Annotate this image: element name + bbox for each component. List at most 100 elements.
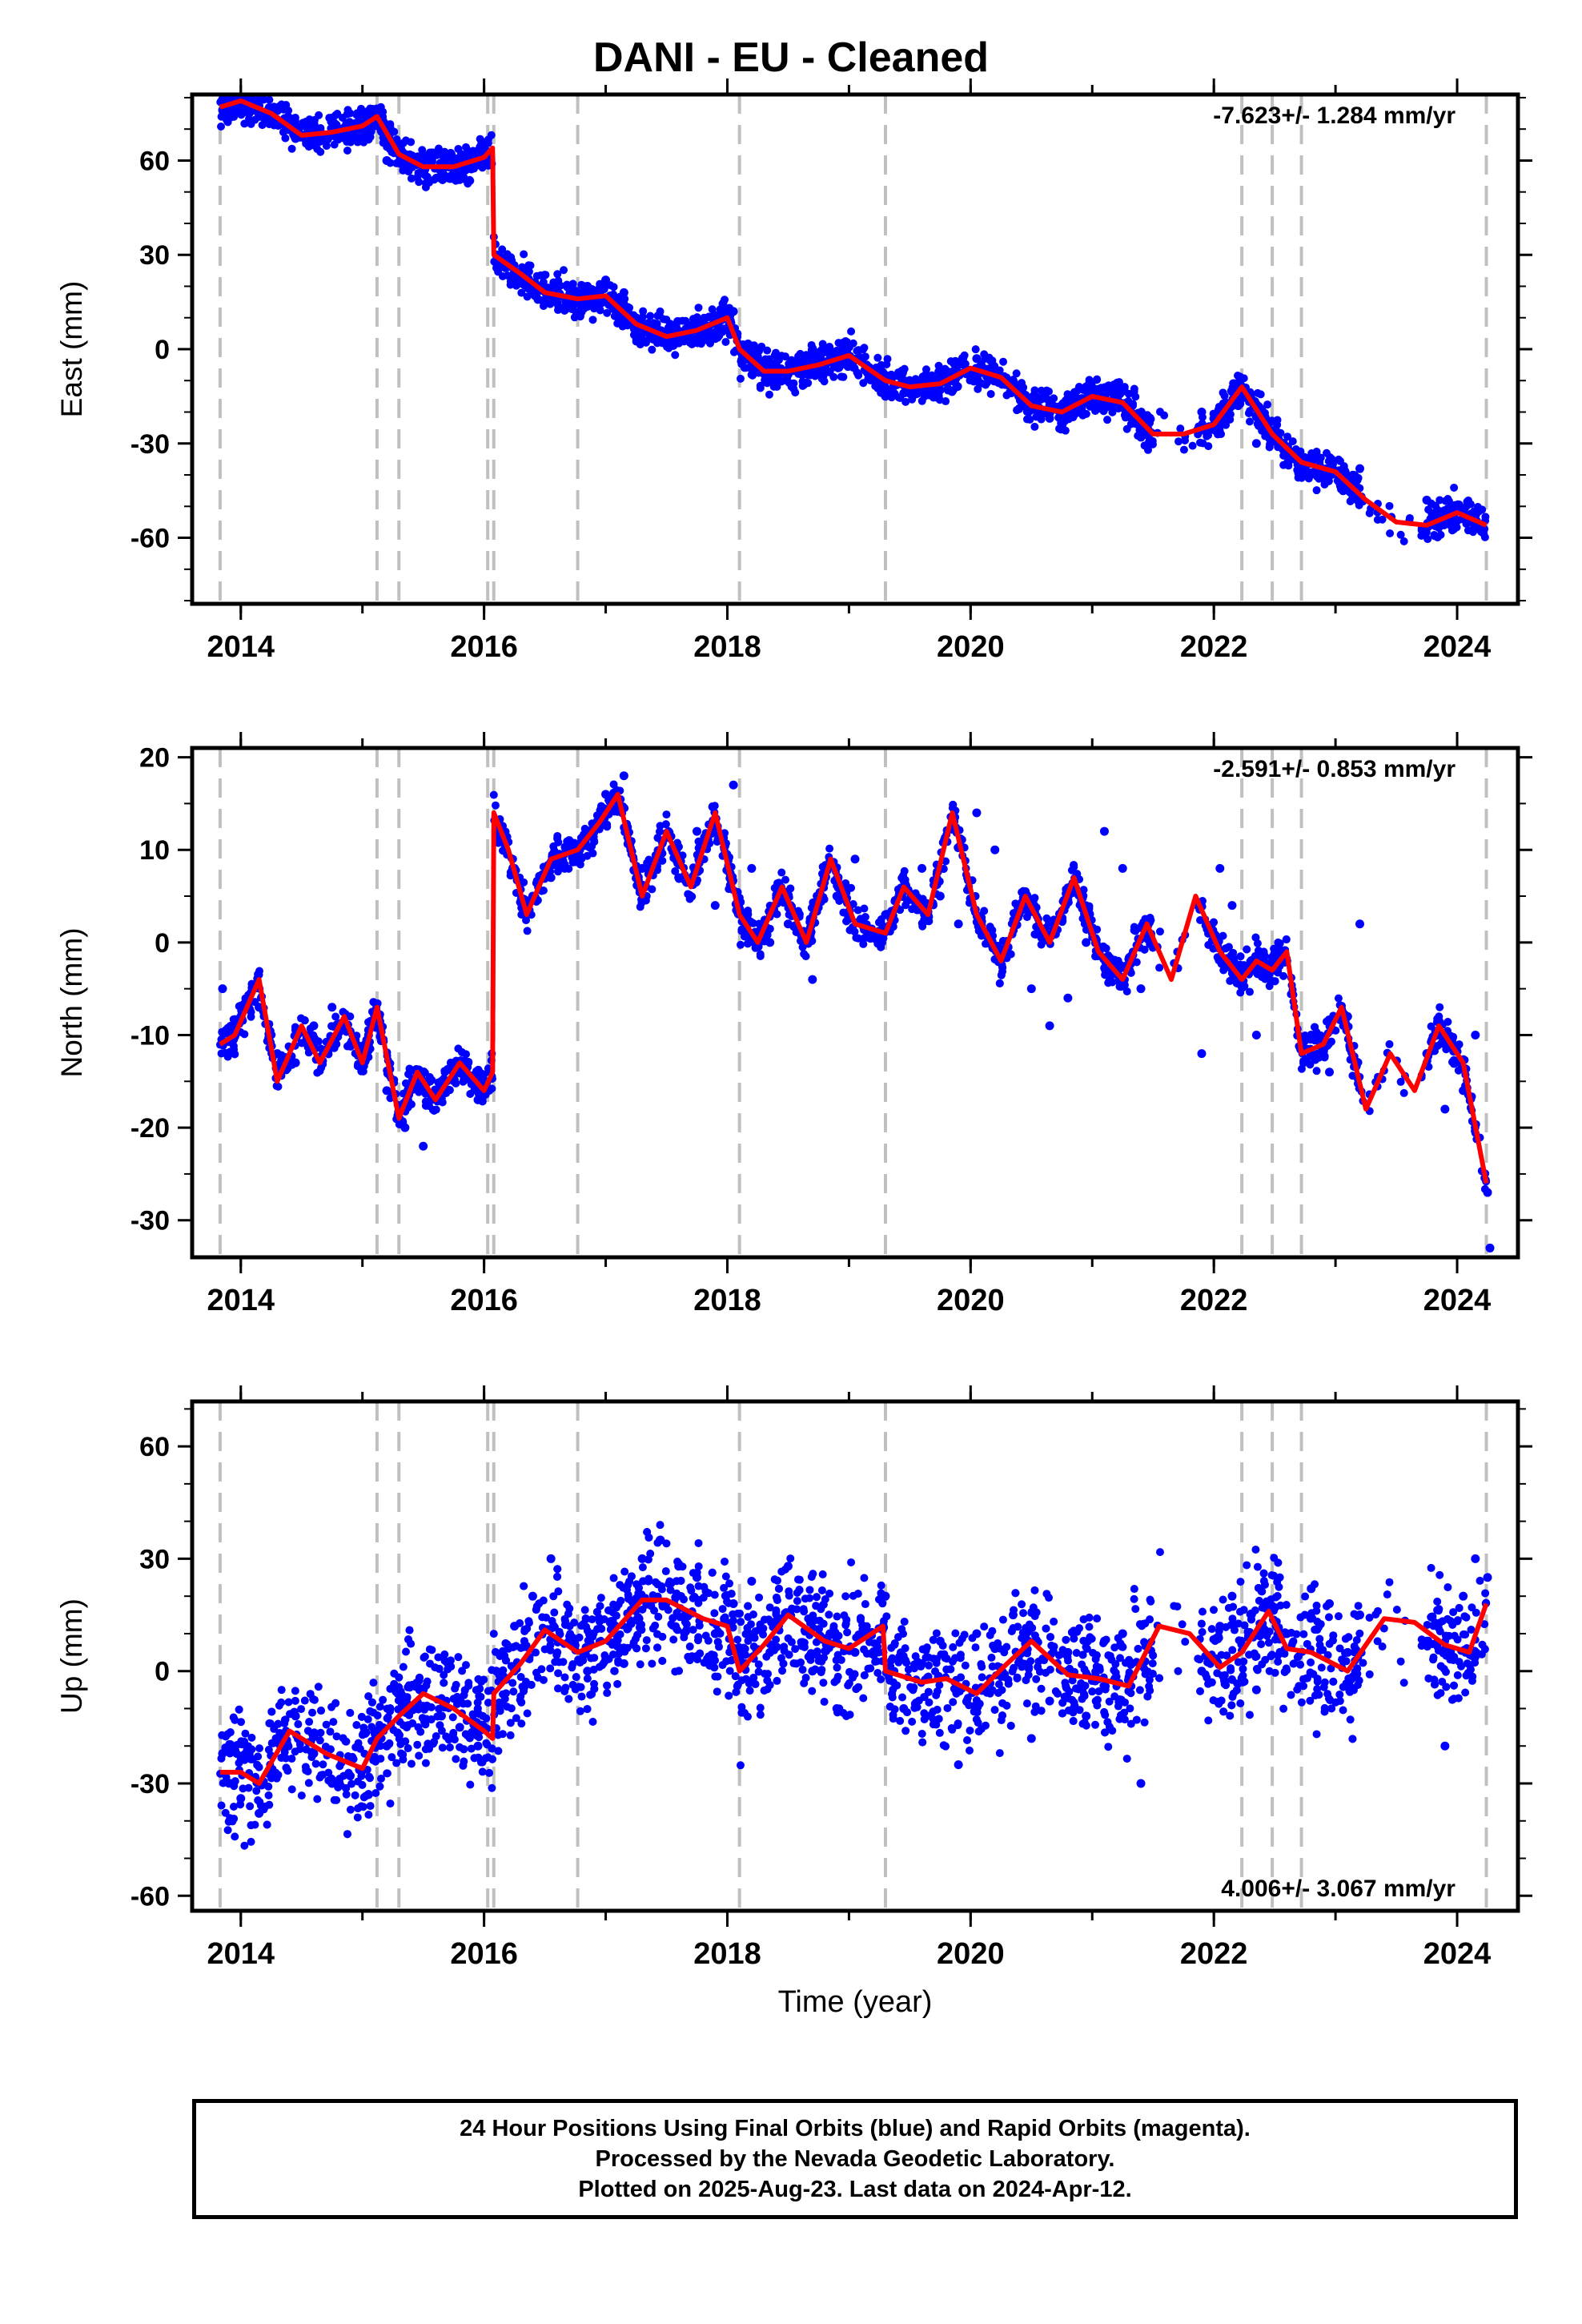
point-cloud [216,95,1490,546]
data-point [597,299,606,308]
data-point [860,344,869,352]
data-point [986,356,994,365]
data-point [1267,416,1276,425]
data-point [549,278,558,287]
data-point [1115,378,1124,387]
y-tick-label: 0 [155,335,170,365]
data-point [825,844,834,853]
data-point [1155,927,1164,936]
y-tick-label: 60 [139,146,170,176]
data-point [1118,387,1127,396]
observation-point [1197,408,1207,417]
data-point [1279,460,1288,469]
data-point [596,802,605,810]
data-point [373,107,382,115]
data-point [653,312,662,320]
chart-title: DANI - EU - Cleaned [592,34,990,81]
data-point [281,134,290,143]
data-point [866,935,875,943]
data-point [277,103,286,112]
data-point [700,336,709,345]
observation-point [1045,413,1054,423]
data-point [661,820,670,829]
data-point [777,377,785,386]
data-point [1396,1077,1405,1086]
data-point [240,1030,249,1039]
data-point [1244,408,1253,417]
data-point [603,308,612,317]
observation-point [601,275,611,285]
data-point [986,389,995,398]
data-point [1399,537,1408,546]
data-point [364,135,373,144]
data-point [847,327,856,336]
data-point [1354,473,1363,482]
data-point [1030,422,1039,431]
data-point [1131,392,1140,401]
observation-point [346,131,355,140]
data-point [583,303,592,312]
data-point [860,904,869,913]
data-point [284,107,293,115]
observation-point [954,360,963,370]
observation-point [619,287,628,297]
data-point [890,389,899,398]
data-point [800,950,809,959]
data-point [834,339,843,348]
data-point [1261,432,1270,440]
data-point [498,272,507,281]
data-point [421,1101,430,1110]
data-point [887,370,896,379]
data-point [1282,935,1291,944]
data-point [613,319,622,328]
data-point [343,147,351,155]
observation-point [1319,470,1328,480]
observation-point [1422,495,1431,505]
data-point [818,340,827,348]
data-point [1204,442,1213,451]
x-tick-label: 2016 [450,630,518,664]
data-point [1130,384,1138,393]
data-point [1296,447,1305,456]
data-point [694,304,703,312]
data-point [563,280,572,289]
y-tick-label: -30 [130,429,170,460]
data-point [942,397,950,406]
data-point [330,140,339,149]
data-point [314,1037,323,1046]
data-point [1396,530,1405,539]
x-tick-label: 2018 [693,630,761,664]
data-point [877,360,885,369]
data-point [1245,417,1254,426]
data-point [948,388,957,396]
data-point [795,355,804,364]
x-tick-label: 2024 [1423,630,1492,664]
data-point [825,368,834,376]
data-point [1450,483,1459,492]
data-point [1334,455,1343,464]
data-point [221,1048,230,1057]
data-point [1126,420,1135,428]
data-point [1386,529,1395,537]
data-point [1433,505,1442,514]
data-point [438,175,447,184]
data-point [954,382,962,391]
data-point [648,345,656,354]
data-point [396,159,405,168]
y-axis-label: East (mm) [55,281,88,418]
data-point [458,1047,467,1056]
data-point [1222,944,1231,953]
data-point [1307,449,1316,458]
rate-annotation: -7.623+/- 1.284 mm/yr [1213,103,1456,129]
data-point [980,350,989,359]
data-point [1022,415,1031,424]
data-point [662,810,671,819]
observation-point [1234,401,1243,411]
data-point [737,360,746,368]
data-point [859,379,868,388]
data-point [1283,432,1292,441]
data-point [1468,525,1477,533]
data-point [844,363,853,372]
data-point [974,375,982,384]
